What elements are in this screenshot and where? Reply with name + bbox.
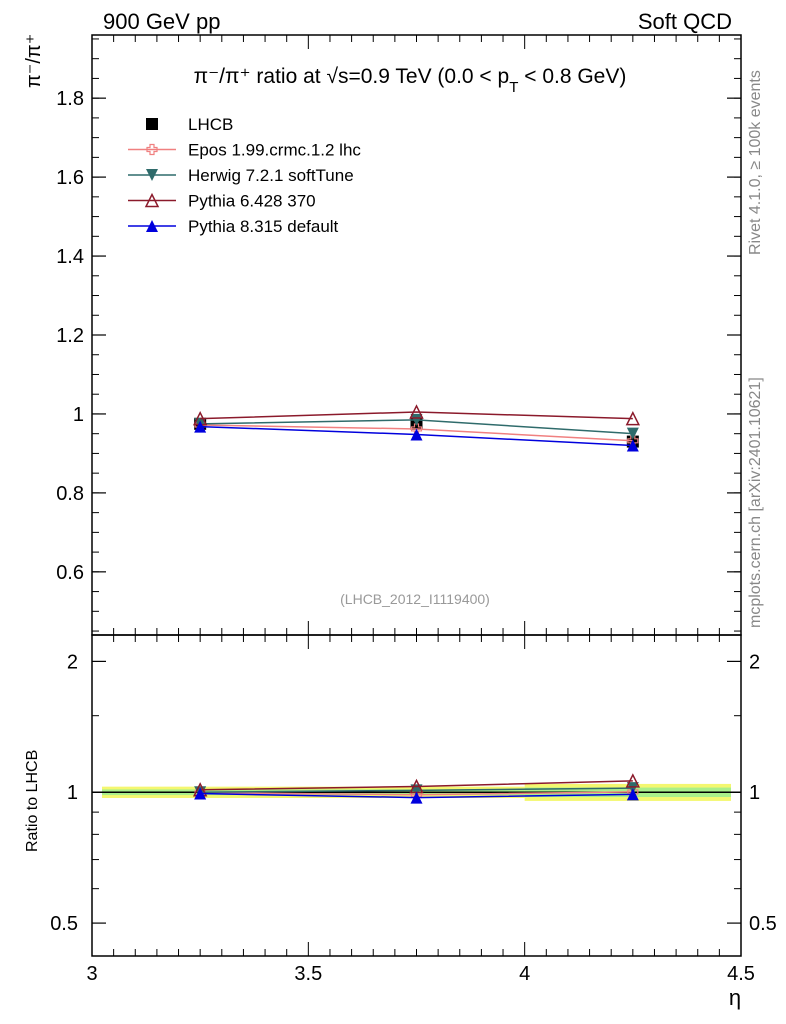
x-axis-label: η (729, 985, 741, 1010)
ratio-y-tick-label: 0.5 (50, 913, 78, 935)
legend-entry: Herwig 7.2.1 softTune (128, 166, 354, 185)
ratio-y-tick-label-right: 1 (749, 782, 760, 804)
data-point (626, 439, 639, 452)
rivet-version-label: Rivet 4.1.0, ≥ 100k events (747, 70, 764, 255)
mcplots-label: mcplots.cern.ch [arXiv:2401.10621] (747, 377, 764, 628)
legend-entry: Pythia 8.315 default (128, 217, 339, 236)
ratio-y-tick-label: 1 (67, 782, 78, 804)
data-point (625, 411, 641, 426)
legend-label: Epos 1.99.crmc.1.2 lhc (188, 141, 361, 160)
ratio-series-line (200, 780, 633, 791)
legend-marker (146, 143, 158, 156)
ratio-data-point (626, 782, 639, 795)
ratio-data-point (626, 788, 639, 801)
chart-title: π⁻/π⁺ ratio at √s=0.9 TeV (0.0 < pT < 0.… (194, 65, 627, 96)
ratio-data-point (410, 791, 423, 804)
ratio-y-tick-label-right: 0.5 (749, 913, 777, 935)
legend-marker (146, 220, 158, 232)
x-tick-label: 4.5 (727, 963, 755, 985)
legend-label: Pythia 6.428 370 (188, 192, 316, 211)
header-right-label: Soft QCD (638, 9, 732, 34)
legend-marker (146, 169, 158, 181)
y-tick-label: 1.4 (56, 246, 84, 268)
y-tick-label: 1.8 (56, 88, 84, 110)
ratio-frame (91, 634, 742, 957)
chart-title-prefix: π⁻/π⁺ ratio at √s=0.9 TeV (0.0 < p (194, 65, 510, 88)
ratio-y-axis-label: Ratio to LHCB (24, 750, 41, 852)
legend-marker (146, 118, 158, 130)
series-line (200, 411, 633, 420)
chart-title-suffix: < 0.8 GeV) (518, 65, 626, 88)
x-tick-label: 3.5 (294, 963, 322, 985)
x-tick-label: 3 (86, 963, 97, 985)
data-point (194, 420, 207, 433)
legend: LHCB Epos 1.99.crmc.1.2 lhc Herwig 7.2.1 s… (128, 115, 361, 236)
main-panel: 0.6 0.8 1 1.2 1.4 1.6 1.8 π⁻/π⁺ ratio at √s=0.… (23, 34, 742, 636)
chart-title-subscript: T (509, 79, 518, 96)
y-tick-label: 0.8 (56, 483, 84, 505)
x-tick-label: 4 (519, 963, 530, 985)
series-pythia-8-315-default (194, 420, 639, 452)
y-tick-label: 1 (73, 404, 84, 426)
y-tick-label: 1.6 (56, 167, 84, 189)
ratio-y-tick-label: 2 (67, 651, 78, 673)
ratio-data-point (625, 773, 641, 788)
analysis-watermark: (LHCB_2012_I1119400) (340, 591, 490, 607)
y-tick-label: 0.6 (56, 562, 84, 584)
legend-label: Pythia 8.315 default (188, 217, 339, 236)
data-point (410, 428, 423, 441)
legend-entry: Epos 1.99.crmc.1.2 lhc (128, 141, 361, 160)
ratio-y-tick-label-right: 2 (749, 651, 760, 673)
legend-marker (144, 192, 160, 208)
legend-entry: Pythia 6.428 370 (128, 192, 316, 211)
legend-label: Herwig 7.2.1 softTune (188, 166, 354, 185)
data-point (409, 404, 424, 419)
ratio-series-pythia-8-315-default (194, 787, 639, 804)
ratio-panel: 0.5 0.5 1 1 2 2 Ratio to LHCB (24, 634, 777, 957)
header-left-label: 900 GeV pp (103, 9, 220, 34)
y-tick-label: 1.2 (56, 325, 84, 347)
series-pythia-6-428-370 (192, 404, 641, 426)
data-point (626, 427, 639, 440)
legend-entry: LHCB (146, 115, 233, 134)
ratio-data-point (194, 787, 207, 800)
y-axis-label: π⁻/π⁺ (23, 34, 45, 88)
legend-label: LHCB (188, 115, 233, 134)
data-point (410, 413, 423, 426)
